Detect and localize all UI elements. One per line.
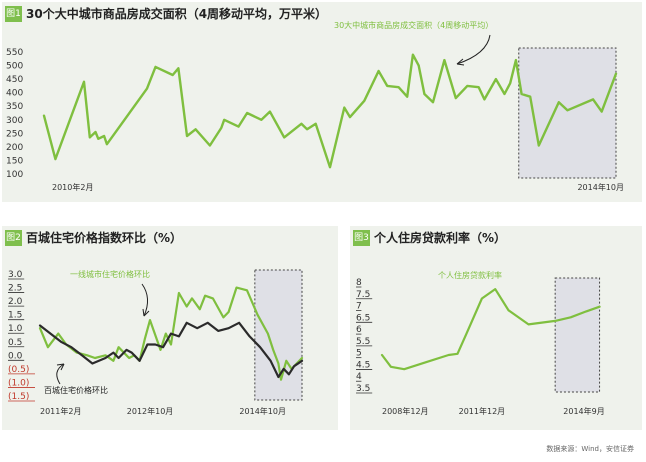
y-tick-label: 100 [6,170,23,180]
series-annotation-hundred-city: 百城住宅价格环比 [44,385,108,395]
y-tick-label: 6.5 [356,313,370,323]
annotation-arrowhead [56,363,65,371]
y-tick-label: 550 [6,48,23,58]
chart-svg: 100 150 200 250 300 350 400 450 500 550 2010年2月 201… [6,20,624,192]
y-tick-label: 7.5 [356,290,370,300]
y-tick-label: 5.5 [356,337,370,347]
y-tick-label: 1.0 [8,324,23,334]
y-tick-label: 5 [356,349,362,359]
y-tick-label: 8 [356,278,362,288]
figure-badge: 图1 [5,6,22,22]
y-tick-label: 4 [356,372,362,382]
figure-badge: 图2 [5,230,22,246]
annotation-arrow [56,363,65,385]
chart-title: 30个大中城市商品房成交面积（4周移动平均，万平米） [26,7,328,21]
chart-panel-housing-sales: 图1 30个大中城市商品房成交面积（4周移动平均，万平米） 100 150 200 2… [2,2,642,202]
y-tick-label: 0.0 [8,351,23,361]
y-tick-label: 250 [6,129,23,139]
series-annotation: 个人住房贷款利率 [438,270,502,280]
y-tick-label: 2.5 [8,284,22,294]
y-tick-label: 500 [6,62,23,72]
chart-panel-mortgage-rate: 图3 个人住房贷款利率（%） 3.5 4 4.5 5 5.5 6 6.5 7 7.5 8 2008年… [350,226,642,430]
y-tick-label: 350 [6,102,23,112]
y-tick-label: (0.5) [8,365,29,375]
series-line [42,53,618,169]
y-tick-label: 1.5 [8,311,22,321]
y-tick-label: 7 [356,302,362,312]
highlight-box [254,269,303,401]
chart-title: 个人住房贷款利率（%） [374,231,507,245]
series-line [380,287,601,371]
annotation-arrowhead [142,308,150,317]
highlight-box [554,277,601,393]
y-tick-label: 0.5 [8,338,22,348]
y-tick-label: 4.5 [356,360,370,370]
series-annotation: 30大中城市商品房成交面积（4周移动平均） [334,20,493,30]
chart-svg: (1.5) (1.0) (0.5) 0.0 0.5 1.0 1.5 2.0 2.5 3.0 2011… [8,269,304,416]
y-tick-label: (1.5) [8,392,29,402]
annotation-arrowhead [456,58,465,66]
series-line [38,321,304,379]
y-tick-label: 3.0 [8,270,23,280]
annotation-arrow [141,283,148,317]
y-tick-label: 6 [356,325,362,335]
figure-badge: 图3 [353,230,370,246]
series-annotation-tier1: 一线城市住宅价格环比 [70,269,150,279]
data-source-note: 数据来源：Wind，安信证券 [546,445,634,453]
x-axis-label: 2014年10月 [239,406,286,416]
chart-title: 百城住宅价格指数环比（%） [26,231,183,245]
y-tick-label: 2.0 [8,297,23,307]
highlight-box [518,47,617,179]
y-tick-label: 150 [6,156,23,166]
series-line [38,286,304,381]
x-axis-label: 2011年12月 [459,406,506,416]
y-tick-label: (1.0) [8,378,29,388]
y-tick-label: 300 [6,116,23,126]
y-tick-label: 400 [6,89,23,99]
y-tick-label: 200 [6,143,23,153]
x-axis-label: 2010年2月 [52,182,93,192]
x-axis-label: 2012年10月 [127,406,174,416]
x-axis-label: 2008年12月 [382,406,429,416]
chart-panel-home-price-index: 图2 百城住宅价格指数环比（%） (1.5) (1.0) (0.5) 0.0 0.5 1.… [2,226,338,430]
annotation-arrow [456,34,491,65]
x-axis-label: 2014年9月 [563,406,604,416]
x-axis-label: 2014年10月 [577,182,624,192]
y-tick-label: 3.5 [356,384,370,394]
x-axis-label: 2011年2月 [40,406,81,416]
y-tick-label: 450 [6,75,23,85]
chart-svg: 3.5 4 4.55 5.5 6 6.57 7.5 8 2008年12月 2011年12月 2014… [356,270,605,416]
